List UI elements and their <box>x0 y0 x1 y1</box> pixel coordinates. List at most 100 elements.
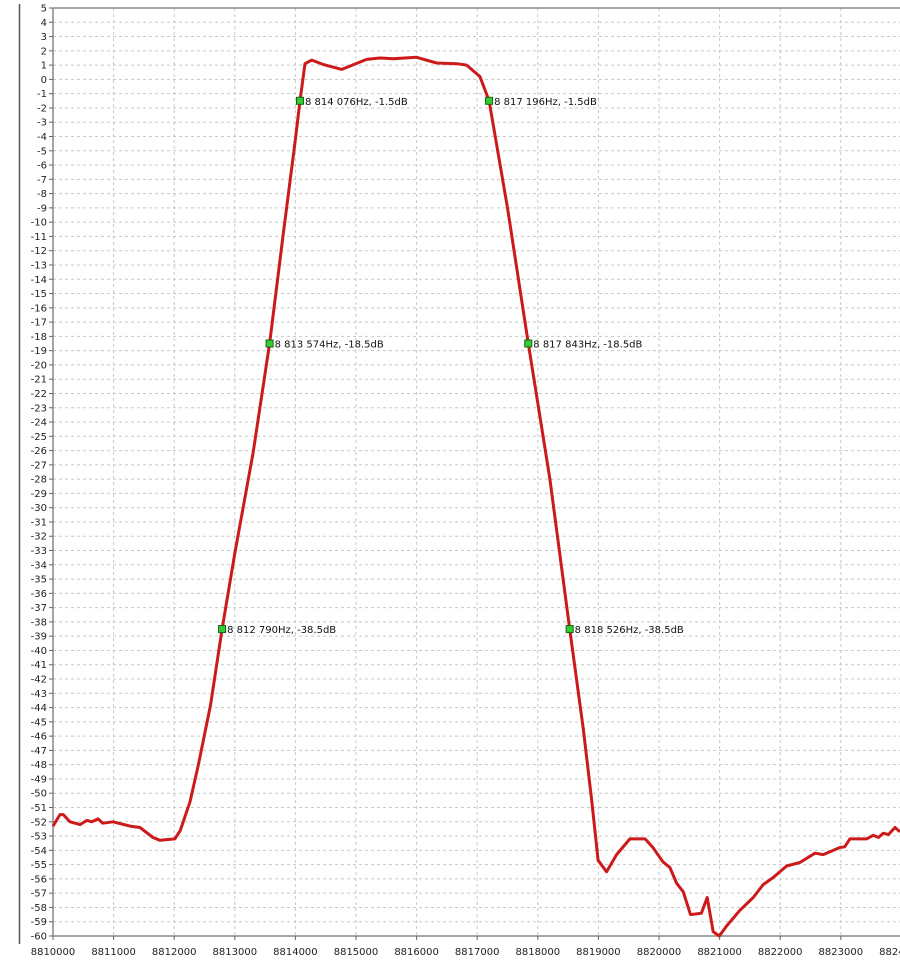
marker-point <box>218 625 227 634</box>
x-tick-label: 8811000 <box>91 947 136 958</box>
y-tick-label: -49 <box>31 774 47 785</box>
y-tick-label: -2 <box>37 103 47 114</box>
y-tick-label: -4 <box>37 132 47 143</box>
marker-label: 8 817 843Hz, -18.5dB <box>533 340 642 351</box>
x-tick-label: 8823000 <box>819 947 864 958</box>
y-tick-label: -56 <box>31 874 47 885</box>
y-tick-label: -34 <box>31 560 47 571</box>
marker-label: 8 813 574Hz, -18.5dB <box>275 340 384 351</box>
x-tick-label: 8818000 <box>516 947 561 958</box>
grid <box>53 8 900 936</box>
y-tick-label: -50 <box>31 789 47 800</box>
y-tick-label: 4 <box>41 18 47 29</box>
y-tick-label: -53 <box>31 832 47 843</box>
y-tick-label: -18 <box>31 332 47 343</box>
y-tick-label: -36 <box>31 589 47 600</box>
y-tick-label: -15 <box>31 289 47 300</box>
y-tick-label: 5 <box>41 4 47 15</box>
y-tick-label: -38 <box>31 617 47 628</box>
y-tick-label: -37 <box>31 603 47 614</box>
y-tick-label: -5 <box>37 146 47 157</box>
x-tick-label: 8815000 <box>334 947 379 958</box>
marker-label: 8 817 196Hz, -1.5dB <box>494 97 597 108</box>
x-tick-label: 8819000 <box>576 947 621 958</box>
marker-point <box>265 339 274 348</box>
y-tick-label: 1 <box>41 61 47 72</box>
x-axis-ticks: 8810000 8811000 8812000 8813000 8814000 88150… <box>31 936 900 958</box>
y-tick-label: -60 <box>31 932 47 943</box>
y-tick-label: -29 <box>31 489 47 500</box>
y-tick-label: -57 <box>31 889 47 900</box>
markers: 8 814 076Hz, -1.5dB 8 817 196Hz, -1.5dB 8 … <box>218 96 684 636</box>
y-tick-label: -8 <box>37 189 47 200</box>
axes <box>52 7 900 937</box>
y-tick-label: -47 <box>31 746 47 757</box>
marker-label: 8 814 076Hz, -1.5dB <box>305 97 408 108</box>
marker-point <box>485 96 494 105</box>
y-tick-label: -10 <box>31 218 47 229</box>
y-tick-label: 2 <box>41 46 47 57</box>
y-tick-label: -51 <box>31 803 47 814</box>
y-tick-label: -3 <box>37 118 47 129</box>
y-tick-label: -26 <box>31 446 47 457</box>
y-tick-label: -16 <box>31 303 47 314</box>
x-tick-label: 8820000 <box>637 947 682 958</box>
y-tick-label: -11 <box>31 232 47 243</box>
y-tick-label: 0 <box>41 75 47 86</box>
y-tick-label: -45 <box>31 717 47 728</box>
y-tick-label: -55 <box>31 860 47 871</box>
y-tick-label: -22 <box>31 389 47 400</box>
y-tick-label: -28 <box>31 475 47 486</box>
y-tick-label: -24 <box>31 418 47 429</box>
y-tick-label: -9 <box>37 203 47 214</box>
y-tick-label: 3 <box>41 32 47 43</box>
marker-point <box>296 96 305 105</box>
x-tick-label: 8813000 <box>213 947 258 958</box>
y-tick-label: -30 <box>31 503 47 514</box>
y-tick-label: -42 <box>31 675 47 686</box>
y-tick-label: -27 <box>31 460 47 471</box>
y-tick-label: -43 <box>31 689 47 700</box>
y-tick-label: -21 <box>31 375 47 386</box>
x-tick-label: 8812000 <box>152 947 197 958</box>
x-tick-label: 8816000 <box>394 947 439 958</box>
series <box>51 55 900 938</box>
marker-label: 8 812 790Hz, -38.5dB <box>227 625 336 636</box>
response-curve <box>51 55 900 938</box>
y-tick-label: -1 <box>37 89 47 100</box>
y-tick-label: -17 <box>31 318 47 329</box>
y-tick-label: -40 <box>31 646 47 657</box>
y-tick-label: -32 <box>31 532 47 543</box>
y-tick-label: -31 <box>31 517 47 528</box>
x-tick-label: 8824000 <box>879 947 900 958</box>
y-tick-label: -39 <box>31 632 47 643</box>
y-tick-label: -25 <box>31 432 47 443</box>
x-tick-label: 8822000 <box>758 947 803 958</box>
y-tick-label: -6 <box>37 161 47 172</box>
marker-label: 8 818 526Hz, -38.5dB <box>575 625 684 636</box>
y-tick-label: -54 <box>31 846 47 857</box>
y-tick-label: -33 <box>31 546 47 557</box>
y-tick-label: -14 <box>31 275 47 286</box>
marker-point <box>565 625 574 634</box>
y-tick-label: -23 <box>31 403 47 414</box>
y-tick-label: -19 <box>31 346 47 357</box>
y-tick-label: -59 <box>31 917 47 928</box>
marker-point <box>524 339 533 348</box>
y-tick-label: -20 <box>31 360 47 371</box>
y-axis-ticks: 5 4 3 2 1 0 -1 -2 -3 -4 -5 -6 -7 -8 -9 -10 -11 -12 -13 -14 -… <box>31 4 53 943</box>
y-tick-label: -58 <box>31 903 47 914</box>
x-tick-label: 8817000 <box>455 947 500 958</box>
y-tick-label: -12 <box>31 246 47 257</box>
x-tick-label: 8814000 <box>273 947 318 958</box>
y-tick-label: -52 <box>31 817 47 828</box>
y-tick-label: -7 <box>37 175 47 186</box>
y-tick-label: -13 <box>31 260 47 271</box>
x-tick-label: 8810000 <box>31 947 76 958</box>
y-tick-label: -41 <box>31 660 47 671</box>
y-tick-label: -46 <box>31 732 47 743</box>
y-tick-label: -35 <box>31 575 47 586</box>
y-tick-label: -44 <box>31 703 47 714</box>
x-tick-label: 8821000 <box>697 947 742 958</box>
